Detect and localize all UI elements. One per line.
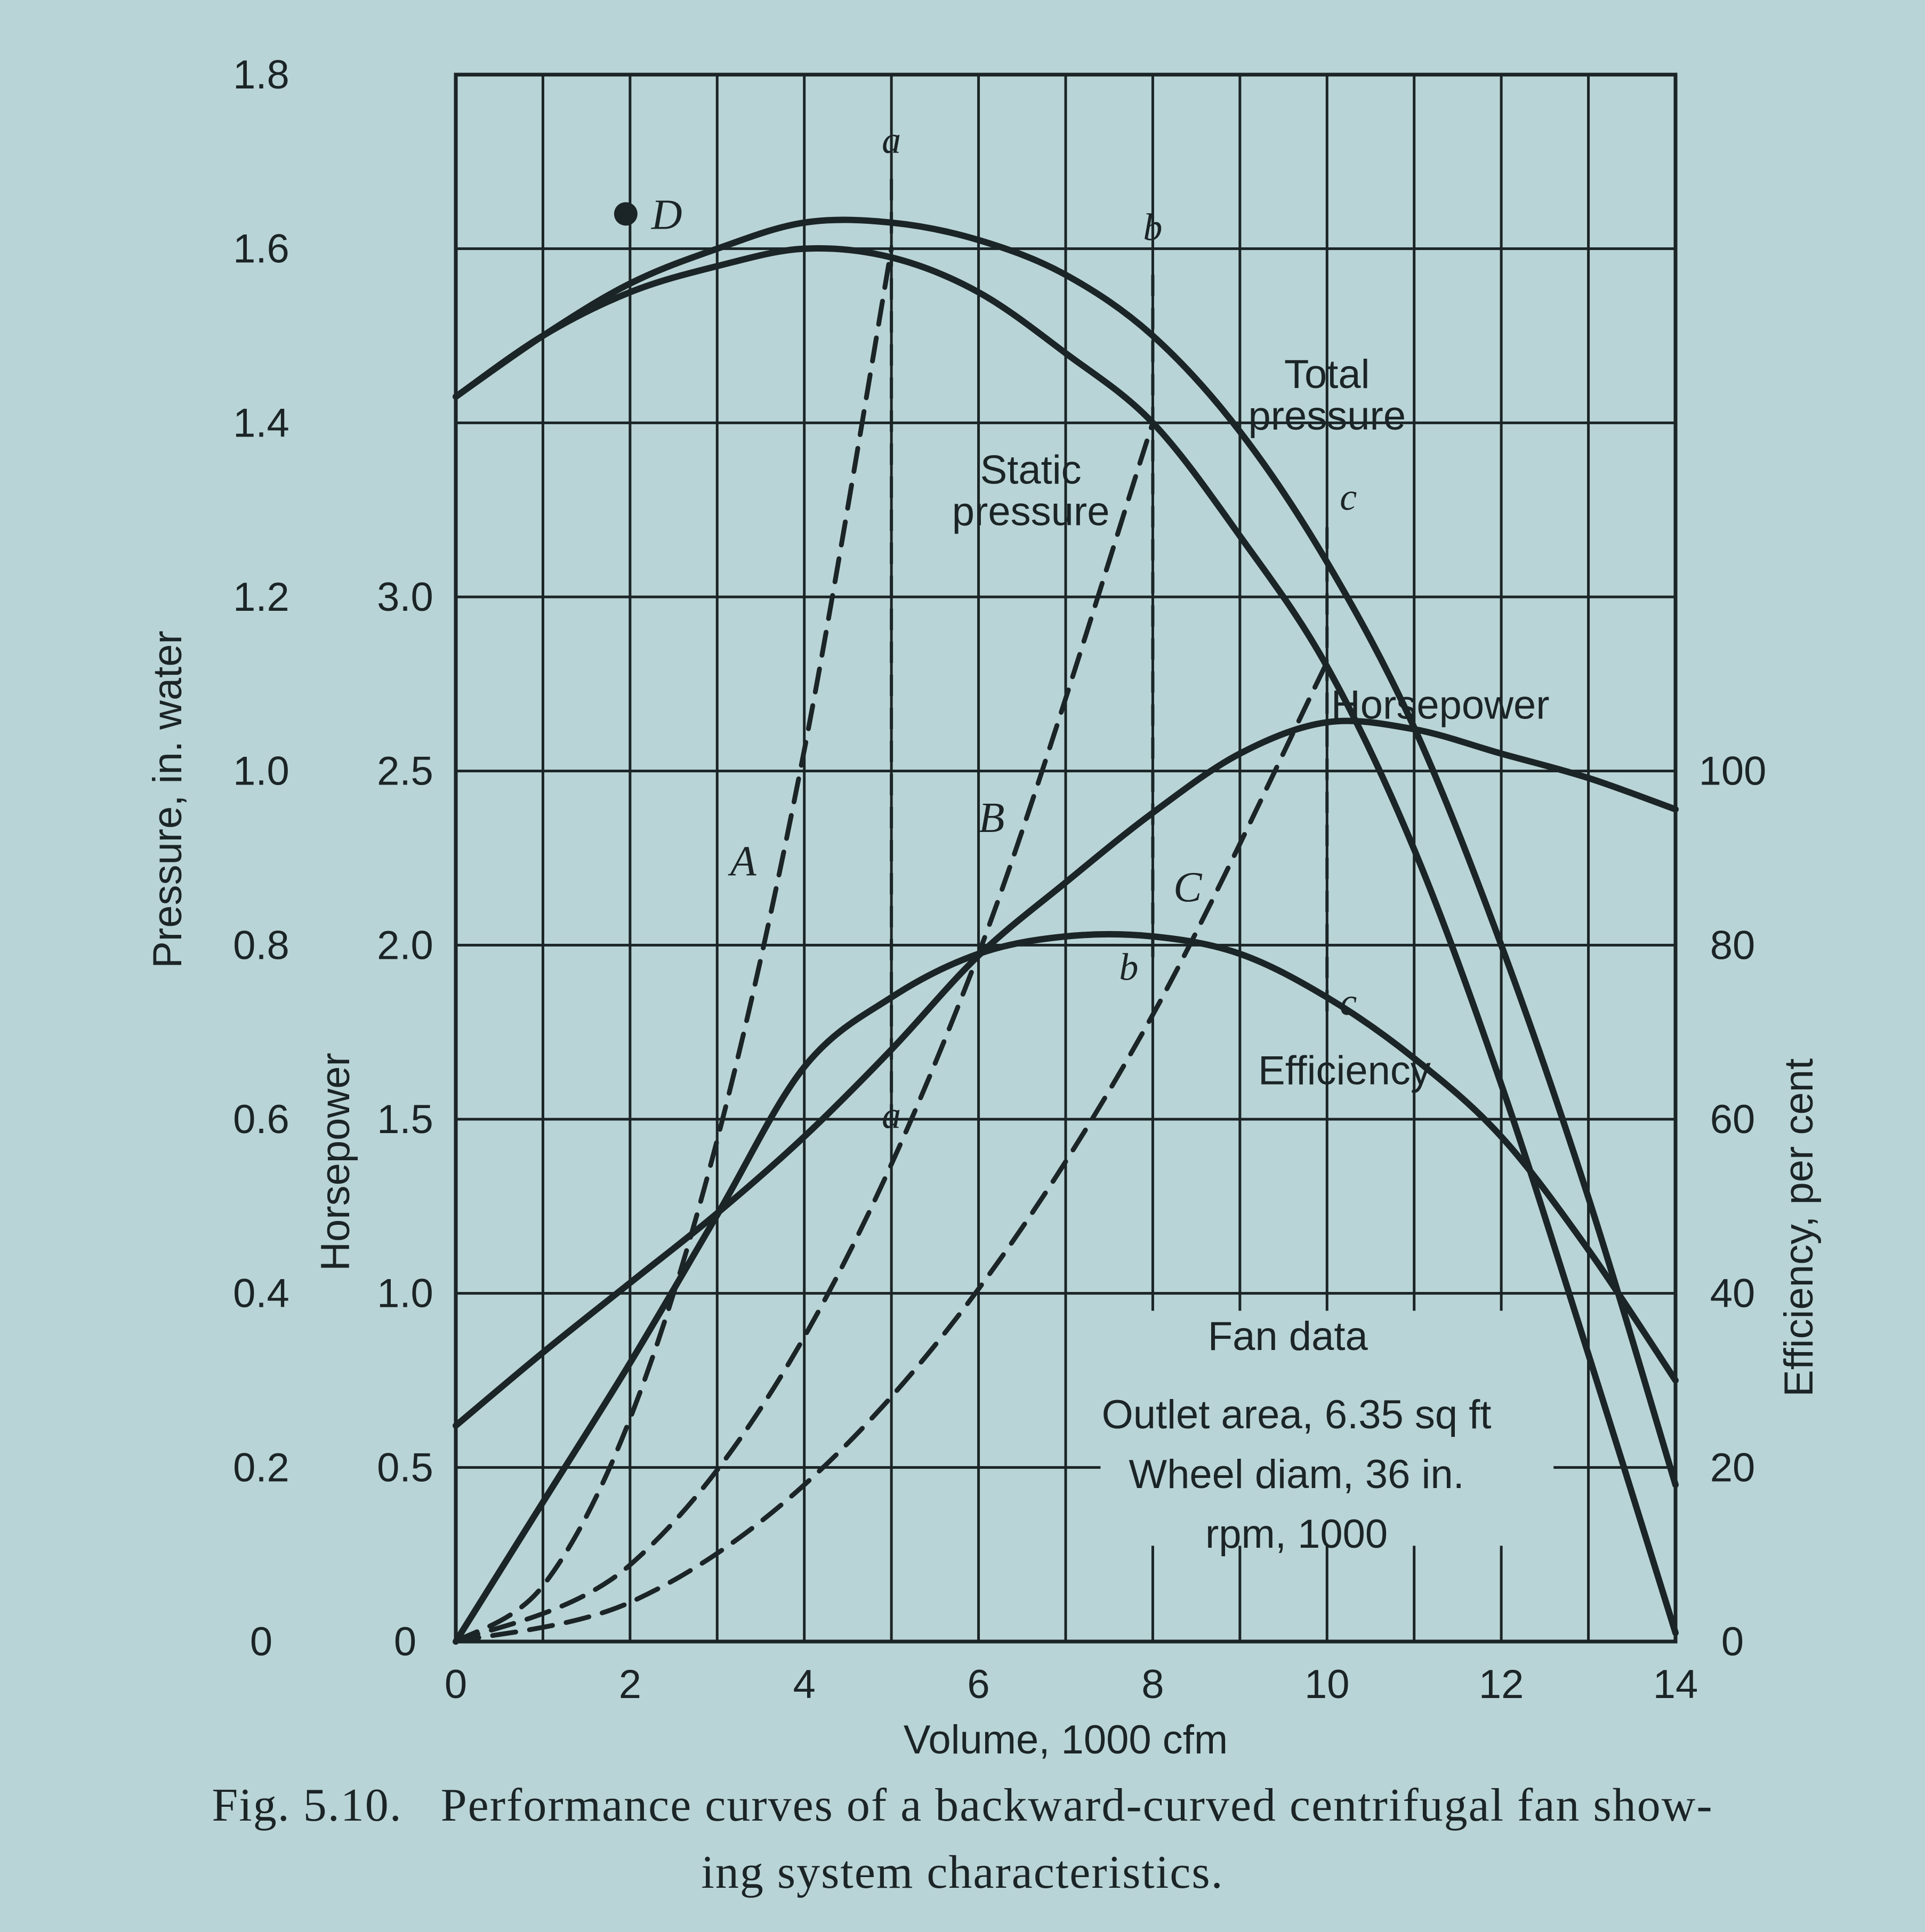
caption-line-2: ing system characteristics. (701, 1847, 1224, 1898)
label-static-pressure: Static pressure (952, 448, 1110, 535)
operating-label-c: c (1340, 476, 1357, 519)
efficiency-tick-label: 20 (1710, 1445, 1755, 1490)
fan-data-box-background (1100, 1311, 1554, 1546)
horsepower-tick-label: 0.5 (377, 1445, 433, 1490)
curve-horsepower (453, 717, 1679, 1429)
pressure-tick-label: 0.4 (233, 1271, 289, 1316)
pressure-tick-label: 1.8 (233, 52, 289, 98)
efficiency-tick-label: 80 (1710, 923, 1755, 968)
pressure-tick-label: 1.2 (233, 575, 289, 620)
fan-data-backdrop (1100, 1311, 1554, 1546)
operating-label-a: a (882, 119, 901, 161)
label-static-pressure-line: Static (980, 448, 1082, 493)
x-tick-label: 0 (445, 1662, 467, 1707)
system-curve-label-c: C (1173, 864, 1203, 911)
horsepower-tick-label: 2.0 (377, 923, 433, 968)
x-tick-label: 12 (1479, 1662, 1524, 1707)
label-efficiency: Efficiency (1258, 1048, 1431, 1094)
x-tick-label: 14 (1653, 1662, 1698, 1707)
horsepower-tick-label: 1.5 (377, 1097, 433, 1142)
curve-efficiency (453, 931, 1679, 1645)
horsepower-tick-label: 3.0 (377, 575, 433, 620)
pressure-tick-label: 1.6 (233, 227, 289, 272)
fan-data-line: Wheel diam, 36 in. (1129, 1452, 1464, 1497)
x-tick-label: 2 (619, 1662, 641, 1707)
horsepower-axis-label: Horsepower (313, 1053, 358, 1271)
curve-total-pressure (453, 216, 1679, 1488)
efficiency-tick-label: 60 (1710, 1097, 1755, 1142)
efficiency-tick-label: 0 (1721, 1619, 1744, 1664)
pressure-tick-label: 1.4 (233, 400, 289, 446)
caption-line-1: Fig. 5.10. Performance curves of a backw… (212, 1780, 1713, 1831)
fan-data-line: rpm, 1000 (1205, 1511, 1388, 1557)
curve-static-pressure (453, 245, 1679, 1636)
plot-frame (454, 72, 1678, 1644)
system-curve-b (453, 420, 1155, 1644)
x-tick-label: 4 (793, 1662, 816, 1707)
operating-label-b: b (1119, 946, 1138, 989)
fan-data-block: Fan data Outlet area, 6.35 sq ft Wheel dia… (1102, 1314, 1492, 1557)
efficiency-tick-label: 40 (1710, 1271, 1755, 1316)
pressure-axis-label: Pressure, in. water (145, 630, 190, 968)
pressure-tick-label: 0.6 (233, 1097, 289, 1142)
pressure-tick-label: 0.2 (233, 1445, 289, 1490)
pressure-tick-label: 0.8 (233, 923, 289, 968)
label-total-pressure-line: pressure (1248, 393, 1406, 439)
efficiency-axis-label: Efficiency, per cent (1776, 1058, 1822, 1397)
x-axis-label: Volume, 1000 cfm (904, 1717, 1228, 1763)
point-d-label: D (651, 191, 682, 238)
curves (453, 179, 1679, 1645)
fan-data-title: Fan data (1208, 1314, 1368, 1359)
point-d-marker (614, 202, 638, 226)
fan-data-line: Outlet area, 6.35 sq ft (1102, 1392, 1492, 1437)
pressure-tick-label: 1.0 (233, 749, 289, 794)
system-curve-a (453, 246, 894, 1644)
pressure-tick-label: 0 (250, 1619, 272, 1664)
axis-labels: Volume, 1000 cfm Pressure, in. water Hor… (145, 630, 1822, 1763)
system-curve-label-a: A (728, 838, 757, 885)
operating-label-c: c (1340, 981, 1357, 1023)
tick-labels: 0 2 4 6 8 10 12 14 0 0.2 0.4 0.6 0.8 1.0 1.2 1.4 1.6 1.8 0… (233, 52, 1766, 1707)
horsepower-tick-label: 0 (394, 1619, 416, 1664)
efficiency-tick-label: 100 (1699, 749, 1767, 794)
figure-caption: Fig. 5.10. Performance curves of a backw… (53, 1772, 1872, 1906)
label-total-pressure-line: Total (1284, 352, 1370, 397)
system-curve-label-b: B (979, 795, 1005, 842)
x-tick-label: 6 (967, 1662, 989, 1707)
label-efficiency-line: Efficiency (1258, 1048, 1431, 1094)
label-horsepower: Horsepower (1331, 683, 1550, 728)
horsepower-tick-label: 1.0 (377, 1271, 433, 1316)
label-horsepower-line: Horsepower (1331, 683, 1550, 728)
label-total-pressure: Total pressure (1248, 352, 1406, 439)
system-curve-c (453, 660, 1330, 1644)
x-tick-label: 8 (1141, 1662, 1164, 1707)
x-tick-label: 10 (1304, 1662, 1350, 1707)
operating-label-b: b (1143, 206, 1162, 248)
horsepower-tick-label: 2.5 (377, 749, 433, 794)
operating-label-a: a (882, 1094, 901, 1136)
label-static-pressure-line: pressure (952, 489, 1110, 535)
